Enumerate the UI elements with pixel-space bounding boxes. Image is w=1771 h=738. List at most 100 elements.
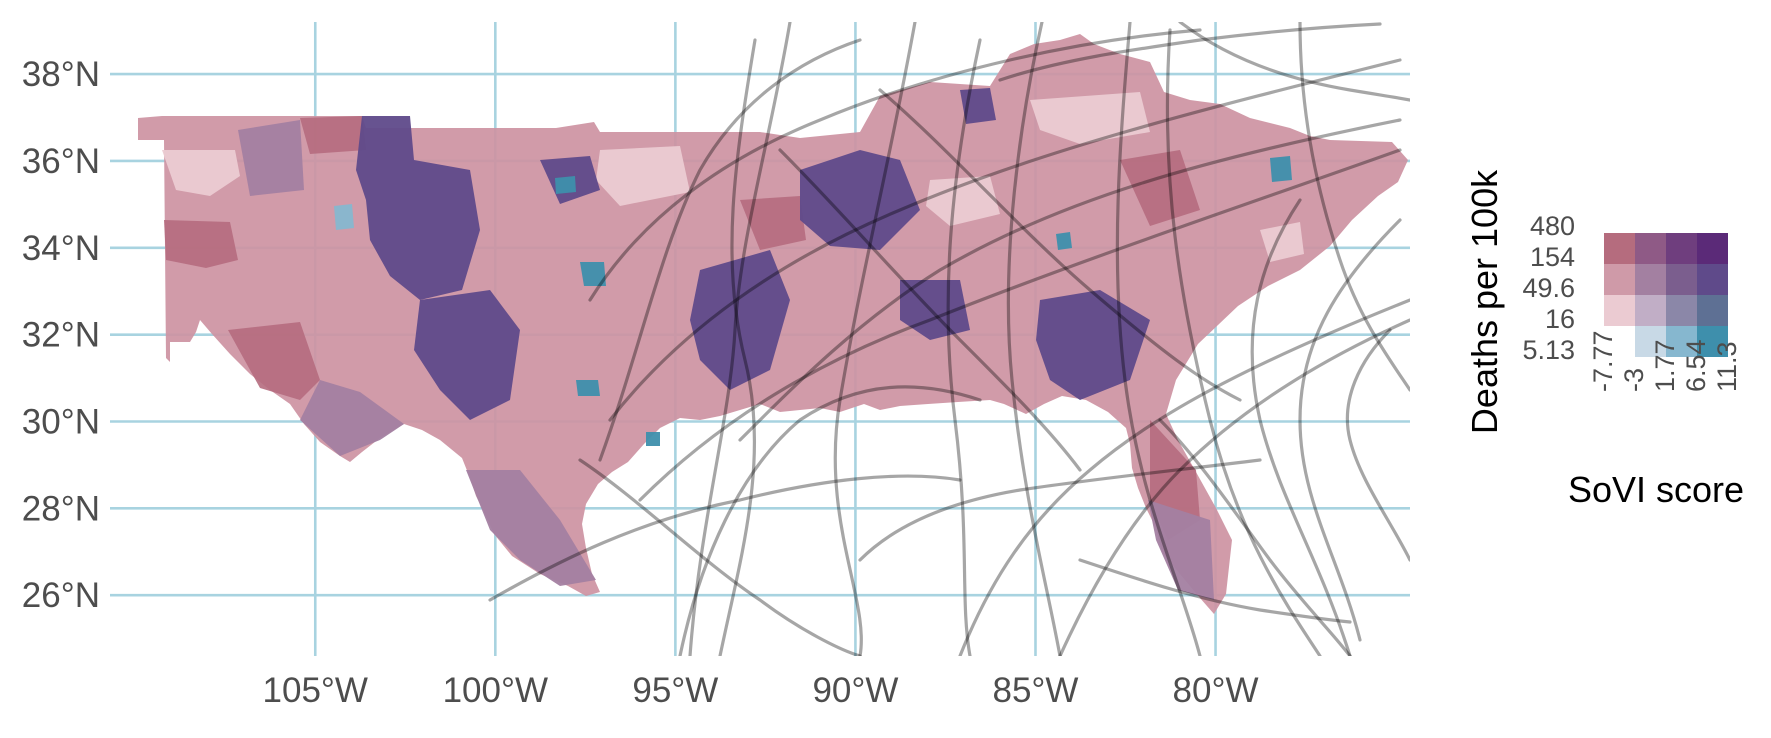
region-teal xyxy=(580,262,606,286)
hurricane-track xyxy=(688,22,792,656)
region-teal xyxy=(1056,232,1072,250)
region-dark xyxy=(414,290,520,420)
longitude-tick-label: 95°W xyxy=(632,671,718,710)
region-light xyxy=(1030,92,1150,144)
map-panel: 38°N 36°N 34°N 32°N 30°N 28°N 26°N 105°W 100°W 9… xyxy=(22,22,1410,710)
region-light xyxy=(926,176,1000,226)
hurricane-track xyxy=(1115,22,1202,656)
region-teal xyxy=(576,380,600,396)
hurricane-track xyxy=(1298,218,1402,642)
hurricane-track xyxy=(598,38,862,462)
region-mid xyxy=(300,116,366,154)
hurricane-track xyxy=(1250,198,1352,656)
region-dark xyxy=(1036,290,1150,400)
hurricane-track xyxy=(1078,558,1352,624)
legend-x-ticks: -7.77 -3 1.77 6.54 11.3 xyxy=(1588,330,1742,392)
hurricane-track xyxy=(778,148,1082,472)
latitude-labels: 38°N 36°N 34°N 32°N 30°N 28°N 26°N xyxy=(22,55,100,615)
legend-cell xyxy=(1604,264,1635,295)
hurricane-track xyxy=(858,458,1262,562)
hurricane-track xyxy=(1165,28,1322,656)
region-mid xyxy=(164,220,238,268)
hurricane-track xyxy=(718,38,757,656)
latitude-tick-label: 26°N xyxy=(22,576,100,615)
county-regions xyxy=(138,34,1408,614)
longitude-tick-label: 90°W xyxy=(812,671,898,710)
hurricane-track xyxy=(946,38,982,656)
legend-cell xyxy=(1697,326,1728,357)
longitude-tick-label: 100°W xyxy=(443,671,548,710)
region-mauve xyxy=(300,380,404,456)
hurricane-track xyxy=(1178,22,1410,102)
legend-cell xyxy=(1666,326,1697,357)
hurricane-track xyxy=(998,22,1382,82)
latitude-tick-label: 28°N xyxy=(22,489,100,528)
region-light xyxy=(596,146,690,206)
legend-cell xyxy=(1666,233,1697,264)
legend-y-tick-label: 154 xyxy=(1530,242,1575,272)
region-lightblue xyxy=(334,204,354,230)
region-mauve xyxy=(466,470,596,586)
latitude-tick-label: 38°N xyxy=(22,55,100,94)
region-dark xyxy=(960,88,996,124)
legend-x-title: SoVI score xyxy=(1568,469,1744,510)
legend-cell xyxy=(1635,264,1666,295)
region-dark xyxy=(900,280,970,340)
region-teal xyxy=(1270,156,1292,182)
legend-x-tick-label: -3 xyxy=(1619,368,1649,392)
hurricane-track xyxy=(678,385,982,656)
hurricane-track xyxy=(1345,328,1410,562)
legend-y-tick-label: 16 xyxy=(1545,304,1575,334)
region-mid xyxy=(228,322,320,400)
region-mid xyxy=(740,196,806,250)
hurricane-track xyxy=(1158,418,1352,656)
hurricane-track xyxy=(1058,318,1410,656)
legend-cell xyxy=(1666,295,1697,326)
longitude-tick-label: 105°W xyxy=(263,671,368,710)
hurricane-track xyxy=(1006,22,1062,656)
legend-cell xyxy=(1635,326,1666,357)
latitude-tick-label: 34°N xyxy=(22,229,100,268)
hurricane-track xyxy=(958,298,1410,656)
legend-cell xyxy=(1697,264,1728,295)
legend-cell xyxy=(1697,295,1728,326)
region-mid xyxy=(1120,150,1200,226)
hurricane-track xyxy=(1298,22,1410,392)
region-teal xyxy=(646,432,660,446)
hurricane-track xyxy=(588,28,1202,302)
region-light xyxy=(1260,222,1304,262)
hurricane-track xyxy=(833,22,917,656)
hurricane-track xyxy=(638,148,1402,502)
longitude-tick-label: 85°W xyxy=(993,671,1079,710)
legend-x-tick-label: 1.77 xyxy=(1650,339,1680,392)
latitude-tick-label: 32°N xyxy=(22,316,100,355)
legend-y-title: Deaths per 100k xyxy=(1464,169,1505,434)
region-dark xyxy=(690,250,790,390)
legend-y-tick-label: 49.6 xyxy=(1522,273,1575,303)
longitude-labels: 105°W 100°W 95°W 90°W 85°W 80°W xyxy=(263,671,1259,710)
hurricane-tracks xyxy=(488,22,1410,656)
longitude-tick-label: 80°W xyxy=(1173,671,1259,710)
legend-cell xyxy=(1635,295,1666,326)
region-dark xyxy=(356,116,480,300)
region-light xyxy=(162,150,240,196)
region-teal xyxy=(555,176,576,194)
region-dark xyxy=(800,150,920,250)
hurricane-track xyxy=(488,474,962,602)
hurricane-track xyxy=(738,118,1402,442)
region-mauve xyxy=(1148,500,1214,600)
legend-cell xyxy=(1666,264,1697,295)
legend-x-tick-label: -7.77 xyxy=(1588,330,1618,392)
legend-x-tick-label: 11.3 xyxy=(1712,341,1742,392)
hurricane-track xyxy=(608,58,1402,422)
latitude-tick-label: 30°N xyxy=(22,403,100,442)
legend-cell xyxy=(1604,295,1635,326)
hurricane-track xyxy=(878,88,1242,402)
legend-cell xyxy=(1604,233,1635,264)
legend-grid xyxy=(1604,233,1728,357)
legend-cell xyxy=(1635,233,1666,264)
hurricane-track xyxy=(578,458,862,656)
